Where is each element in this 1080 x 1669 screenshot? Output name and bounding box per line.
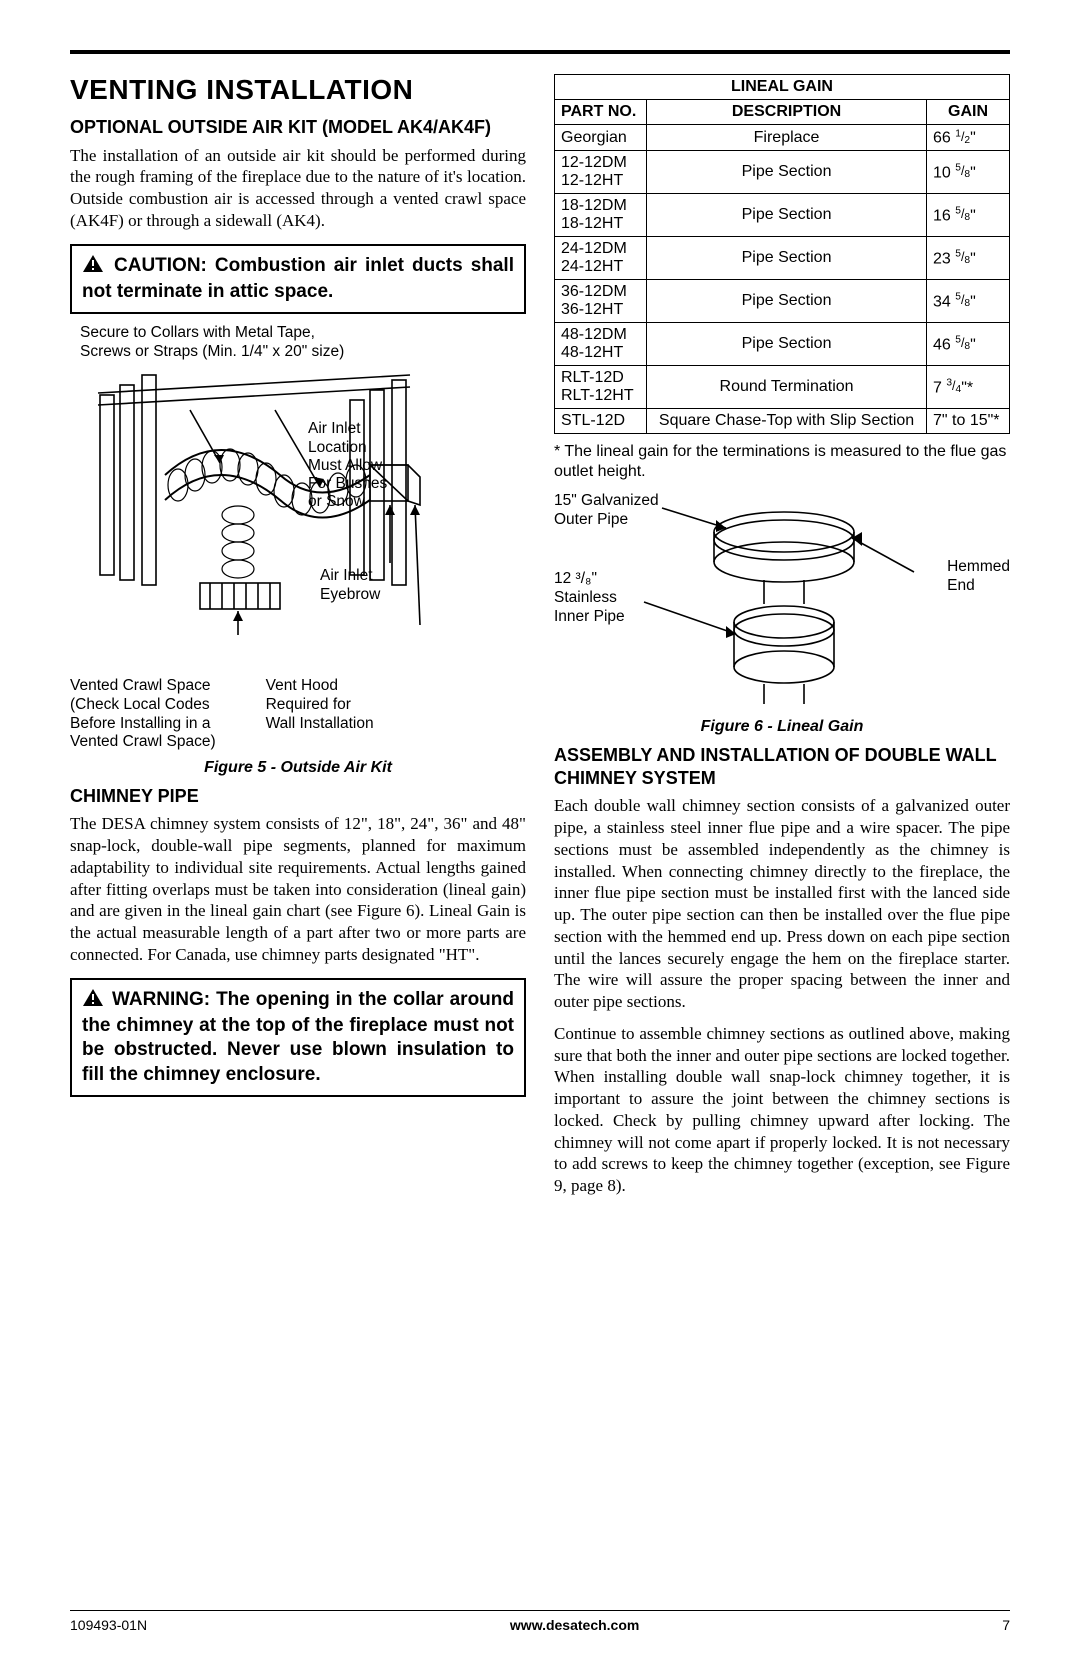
caution-text: CAUTION: Combustion air inlet ducts shal… (82, 255, 514, 302)
assembly-paragraph-1: Each double wall chimney section consist… (554, 795, 1010, 1013)
footer-site: www.desatech.com (510, 1617, 639, 1633)
cell-gain: 16 5/8" (927, 194, 1010, 237)
cell-gain: 34 5/8" (927, 280, 1010, 323)
figure-6-caption: Figure 6 - Lineal Gain (554, 718, 1010, 736)
lineal-gain-table: LINEAL GAIN PART NO. DESCRIPTION GAIN Ge… (554, 74, 1010, 434)
cell-description: Pipe Section (647, 237, 927, 280)
two-column-layout: VENTING INSTALLATION OPTIONAL OUTSIDE AI… (70, 74, 1010, 1207)
fig5-top-note-l2: Screws or Straps (Min. 1/4" x 20" size) (80, 343, 344, 360)
fig5-label-eyebrow: Air Inlet Eyebrow (320, 567, 380, 604)
table-row: 18-12DM18-12HTPipe Section16 5/8" (555, 194, 1010, 237)
table-header-row: PART NO. DESCRIPTION GAIN (555, 100, 1010, 125)
cell-gain: 23 5/8" (927, 237, 1010, 280)
table-row: 36-12DM36-12HTPipe Section34 5/8" (555, 280, 1010, 323)
optional-kit-paragraph: The installation of an outside air kit s… (70, 145, 526, 232)
figure-5: Secure to Collars with Metal Tape, Screw… (70, 324, 526, 777)
figure-5-caption: Figure 5 - Outside Air Kit (70, 758, 526, 777)
fig5-bottom-labels: Vented Crawl Space (Check Local Codes Be… (70, 677, 526, 751)
col-gain: GAIN (927, 100, 1010, 125)
table-footnote: * The lineal gain for the terminations i… (554, 442, 1010, 482)
col-part-no: PART NO. (555, 100, 647, 125)
cell-part-no: 18-12DM18-12HT (555, 194, 647, 237)
table-title: LINEAL GAIN (555, 75, 1010, 100)
fig5-top-note-l1: Secure to Collars with Metal Tape, (80, 324, 315, 341)
table-row: 48-12DM48-12HTPipe Section46 5/8" (555, 323, 1010, 366)
fig6-diagram (554, 492, 1009, 712)
cell-description: Fireplace (647, 125, 927, 151)
cell-description: Square Chase-Top with Slip Section (647, 409, 927, 434)
figure-6: 15" Galvanized Outer Pipe 12 ³/₈" Stainl… (554, 492, 1010, 712)
cell-gain: 7 3/4"* (927, 366, 1010, 409)
table-row: GeorgianFireplace66 1/2" (555, 125, 1010, 151)
chimney-pipe-heading: CHIMNEY PIPE (70, 785, 526, 808)
cell-gain: 66 1/2" (927, 125, 1010, 151)
fig5-label-vented-crawl: Vented Crawl Space (Check Local Codes Be… (70, 677, 216, 751)
chimney-pipe-paragraph: The DESA chimney system consists of 12",… (70, 813, 526, 965)
cell-description: Pipe Section (647, 151, 927, 194)
table-row: 24-12DM24-12HTPipe Section23 5/8" (555, 237, 1010, 280)
cell-part-no: 12-12DM12-12HT (555, 151, 647, 194)
cell-part-no: Georgian (555, 125, 647, 151)
footer-doc-number: 109493-01N (70, 1617, 147, 1633)
assembly-paragraph-2: Continue to assemble chimney sections as… (554, 1023, 1010, 1197)
cell-part-no: 48-12DM48-12HT (555, 323, 647, 366)
page-footer: 109493-01N www.desatech.com 7 (70, 1610, 1010, 1633)
left-column: VENTING INSTALLATION OPTIONAL OUTSIDE AI… (70, 74, 526, 1207)
fig5-label-air-inlet-loc: Air Inlet Location Must Allow For Bushes… (308, 420, 387, 511)
cell-part-no: 36-12DM36-12HT (555, 280, 647, 323)
cell-gain: 7" to 15"* (927, 409, 1010, 434)
fig5-top-note: Secure to Collars with Metal Tape, Screw… (80, 324, 526, 361)
warning-triangle-icon (82, 988, 104, 1014)
cell-description: Round Termination (647, 366, 927, 409)
right-column: LINEAL GAIN PART NO. DESCRIPTION GAIN Ge… (554, 74, 1010, 1207)
table-row: STL-12DSquare Chase-Top with Slip Sectio… (555, 409, 1010, 434)
table-row: RLT-12DRLT-12HTRound Termination7 3/4"* (555, 366, 1010, 409)
table-row: 12-12DM12-12HTPipe Section10 5/8" (555, 151, 1010, 194)
page-top-rule (70, 50, 1010, 54)
assembly-heading: ASSEMBLY AND INSTALLATION OF DOUBLE WALL… (554, 744, 1010, 789)
main-heading: VENTING INSTALLATION (70, 74, 526, 106)
cell-description: Pipe Section (647, 280, 927, 323)
cell-part-no: RLT-12DRLT-12HT (555, 366, 647, 409)
cell-part-no: 24-12DM24-12HT (555, 237, 647, 280)
warning-callout: WARNING: The opening in the collar aroun… (70, 978, 526, 1097)
fig5-diagram (70, 365, 525, 675)
fig5-label-vent-hood: Vent Hood Required for Wall Installation (266, 677, 374, 751)
cell-gain: 46 5/8" (927, 323, 1010, 366)
col-description: DESCRIPTION (647, 100, 927, 125)
warning-text: WARNING: The opening in the collar aroun… (82, 989, 514, 1085)
warning-triangle-icon (82, 254, 104, 280)
cell-gain: 10 5/8" (927, 151, 1010, 194)
cell-description: Pipe Section (647, 323, 927, 366)
cell-description: Pipe Section (647, 194, 927, 237)
footer-page-number: 7 (1002, 1617, 1010, 1633)
caution-callout: CAUTION: Combustion air inlet ducts shal… (70, 244, 526, 315)
cell-part-no: STL-12D (555, 409, 647, 434)
optional-kit-heading: OPTIONAL OUTSIDE AIR KIT (MODEL AK4/AK4F… (70, 116, 526, 139)
